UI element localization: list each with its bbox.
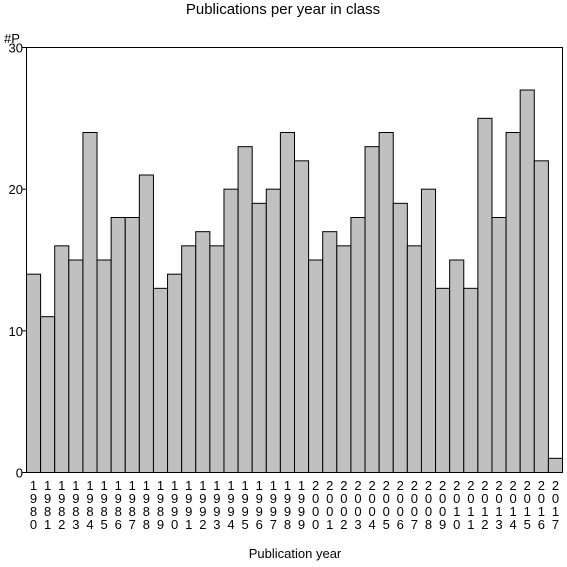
bar-1982: [54, 245, 70, 473]
bar-1980: [26, 273, 42, 474]
bar-1992: [195, 231, 211, 473]
bar-1985: [96, 259, 112, 473]
bar-1987: [124, 217, 140, 473]
bar-2011: [463, 287, 479, 473]
bar-2009: [435, 287, 451, 473]
bar-2002: [336, 245, 352, 473]
bar-1983: [68, 259, 84, 473]
x-tick-labels-group: 1 9 8 0 1 9 8 1 1 9 8 2 1 9 8 3 1 9 8 4 1 9 8 5 1 9 8 6 1 9 8 7 1 9 8 8 1 9 8 9…: [30, 478, 559, 532]
y-tick-label: 0: [16, 466, 23, 481]
bar-2000: [308, 259, 324, 473]
bar-2006: [392, 202, 408, 474]
bar-1998: [279, 132, 296, 473]
bar-1995: [237, 146, 253, 473]
bar-2001: [322, 231, 338, 473]
bar-2007: [406, 245, 422, 473]
bar-2012: [477, 117, 493, 474]
y-tick-label: 20: [9, 182, 23, 197]
bar-1986: [110, 217, 126, 473]
bar-2005: [378, 132, 394, 473]
bar-2014: [505, 132, 521, 473]
x-axis-label: Publication year: [249, 546, 342, 561]
bar-2017: [547, 457, 564, 473]
bar-2016: [533, 160, 549, 474]
y-tick-label: 10: [9, 324, 23, 339]
bar-2003: [350, 217, 366, 473]
bar-1990: [167, 273, 183, 474]
bar-1984: [82, 132, 98, 473]
bar-1997: [265, 188, 281, 473]
chart-title: Publications per year in class: [186, 1, 380, 18]
bar-1991: [181, 245, 197, 473]
bar-1999: [294, 160, 310, 474]
y-axis-label: #P: [4, 31, 20, 46]
y-tick-label: 30: [9, 41, 23, 56]
bars-group: [26, 89, 564, 474]
bar-2015: [519, 89, 535, 473]
bar-2004: [364, 146, 380, 473]
bar-2013: [491, 217, 507, 473]
bar-1994: [223, 188, 239, 473]
bar-2010: [449, 259, 465, 473]
plot-frame: [26, 47, 563, 473]
bar-1996: [251, 202, 267, 474]
bar-2008: [420, 188, 437, 473]
y-ticks-group: 0 10 20 30: [9, 41, 26, 481]
bar-1988: [138, 174, 154, 473]
bar-1981: [40, 316, 56, 474]
bar-1993: [209, 245, 225, 473]
bar-1989: [152, 287, 169, 473]
